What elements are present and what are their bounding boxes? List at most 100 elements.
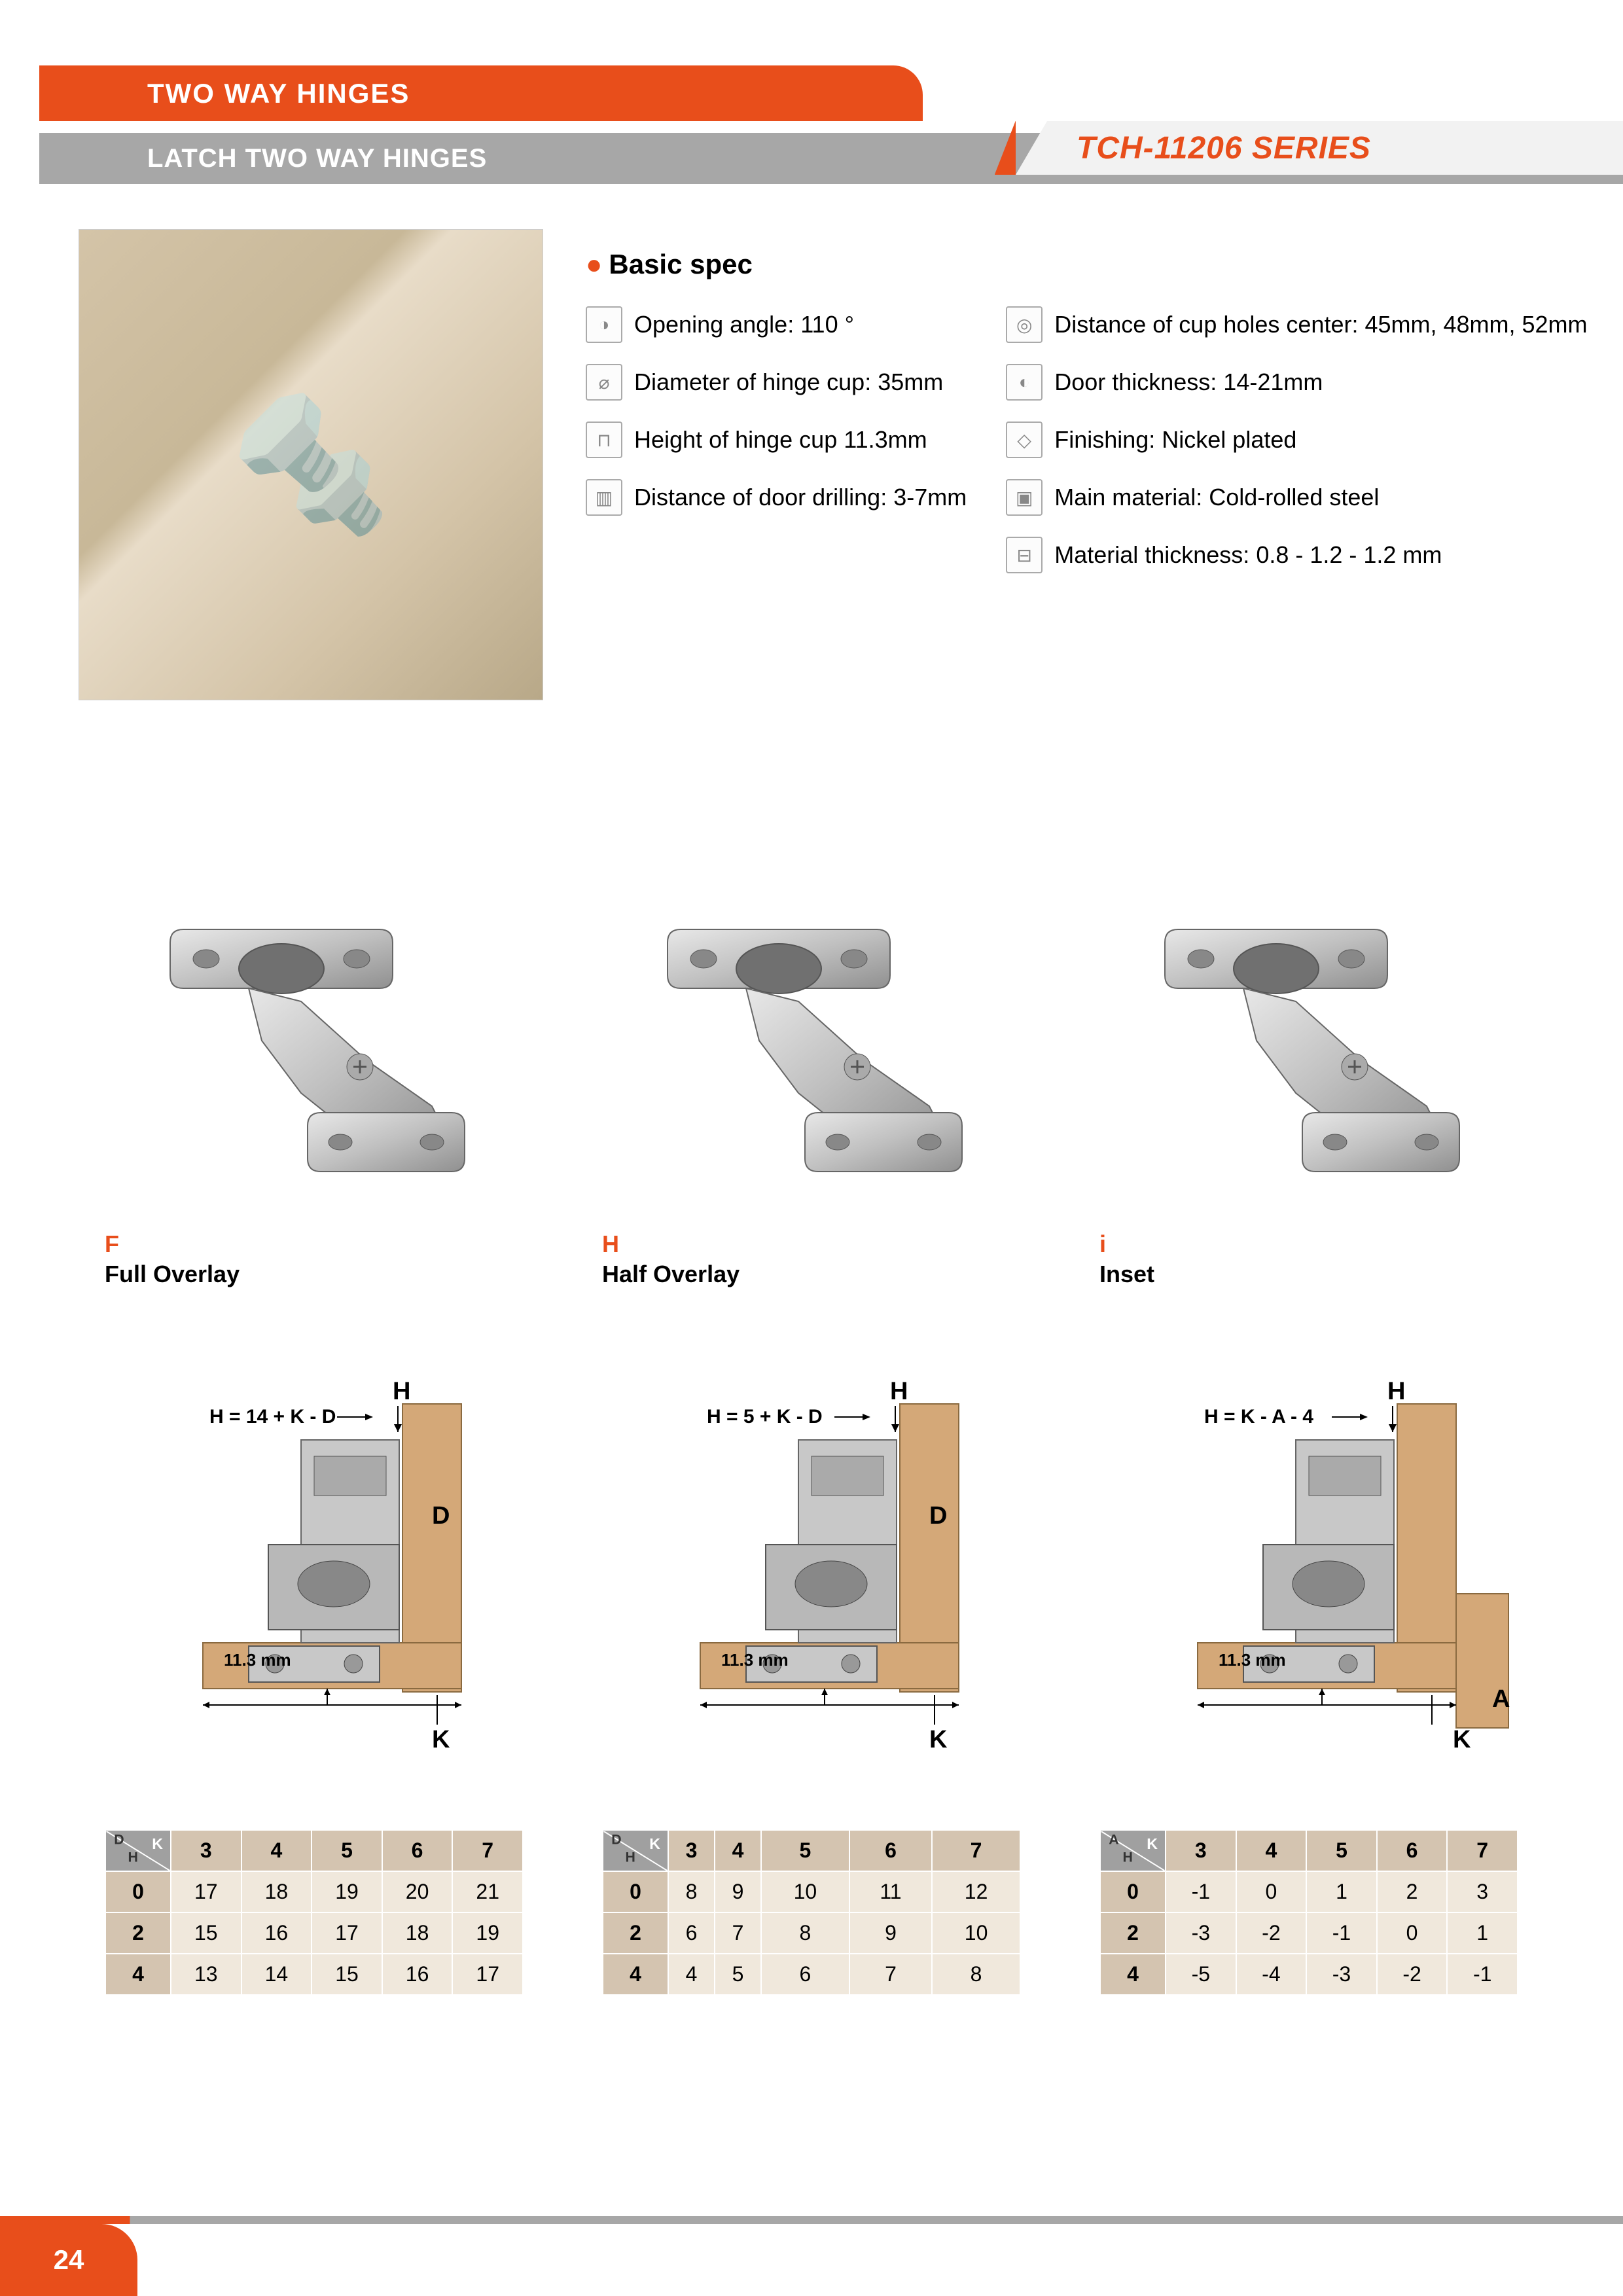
spec-right-column: ◎ Distance of cup holes center: 45mm, 48… [1006, 306, 1587, 573]
variants-row: F Full Overlay H Half Overlay i Inset [0, 851, 1623, 1288]
svg-text:H: H [626, 1849, 635, 1865]
col-header: 3 [171, 1830, 241, 1871]
spec-left-column: ◑ Opening angle: 110 ° ⌀ Diameter of hin… [586, 306, 967, 573]
col-header: 6 [849, 1830, 932, 1871]
diagrams-row: H = 14 + K - D 11.3 mm H D K H [0, 1361, 1623, 1767]
spec-text: Height of hinge cup 11.3mm [634, 426, 927, 454]
data-cell: 10 [932, 1912, 1020, 1954]
row-header: 0 [105, 1871, 171, 1912]
hinge-icon [628, 890, 995, 1178]
data-cell: 7 [849, 1954, 932, 1995]
spec-item: ◐ Door thickness: 14-21mm [1006, 364, 1587, 401]
data-cell: 2 [1377, 1871, 1448, 1912]
variant-image [1099, 851, 1518, 1217]
subcategory-text: LATCH TWO WAY HINGES [147, 144, 487, 173]
data-cell: -3 [1306, 1954, 1377, 1995]
category-header: TWO WAY HINGES [39, 65, 923, 121]
variant-f: F Full Overlay [105, 851, 524, 1288]
spec-item: ▣ Main material: Cold-rolled steel [1006, 479, 1587, 516]
svg-text:H: H [1123, 1849, 1133, 1865]
spec-item: ◎ Distance of cup holes center: 45mm, 48… [1006, 306, 1587, 343]
data-cell: 0 [1377, 1912, 1448, 1954]
hinge-icon [131, 890, 497, 1178]
spec-text: Diameter of hinge cup: 35mm [634, 368, 943, 396]
data-cell: 3 [1447, 1871, 1518, 1912]
col-header: 5 [1306, 1830, 1377, 1871]
variant-letter: H [602, 1230, 1021, 1258]
spec-icon: ▣ [1006, 479, 1043, 516]
formula-text: H = 5 + K - D [707, 1406, 823, 1428]
row-header: 0 [603, 1871, 668, 1912]
spec-item: ◇ Finishing: Nickel plated [1006, 422, 1587, 458]
data-cell: 21 [452, 1871, 523, 1912]
category-text: TWO WAY HINGES [147, 78, 410, 109]
variant-name: Full Overlay [105, 1261, 524, 1288]
data-cell: 6 [668, 1912, 715, 1954]
svg-text:D: D [432, 1502, 450, 1530]
data-cell: -2 [1377, 1954, 1448, 1995]
data-cell: -4 [1236, 1954, 1307, 1995]
data-cell: 10 [761, 1871, 849, 1912]
data-cell: 19 [312, 1871, 382, 1912]
spec-text: Door thickness: 14-21mm [1054, 368, 1323, 396]
spec-icon: ⊟ [1006, 537, 1043, 573]
diagram-h: H = 5 + K - D 11.3 mm H D K [602, 1361, 1021, 1767]
table-h: D H K 345670891011122678910445678 [602, 1829, 1021, 1996]
col-header: 4 [241, 1830, 312, 1871]
data-cell: -3 [1166, 1912, 1236, 1954]
footer-bar [0, 2216, 1623, 2224]
col-header: 5 [761, 1830, 849, 1871]
spec-icon: ⌀ [586, 364, 622, 401]
data-cell: -2 [1236, 1912, 1307, 1954]
data-cell: 16 [382, 1954, 453, 1995]
data-cell: -1 [1306, 1912, 1377, 1954]
data-cell: 11 [849, 1871, 932, 1912]
row-header: 0 [1100, 1871, 1166, 1912]
spec-icon: ◎ [1006, 306, 1043, 343]
spec-icon: ◇ [1006, 422, 1043, 458]
variant-h: H Half Overlay [602, 851, 1021, 1288]
data-cell: 15 [312, 1954, 382, 1995]
data-cell: 13 [171, 1954, 241, 1995]
data-cell: 8 [668, 1871, 715, 1912]
spec-section: ●Basic spec ◑ Opening angle: 110 ° ⌀ Dia… [586, 249, 1588, 573]
svg-text:A: A [1492, 1685, 1510, 1713]
cup-depth-text: 11.3 mm [1219, 1650, 1286, 1670]
data-cell: 12 [932, 1871, 1020, 1912]
spec-item: ◑ Opening angle: 110 ° [586, 306, 967, 343]
row-header: 2 [1100, 1912, 1166, 1954]
data-cell: 8 [932, 1954, 1020, 1995]
svg-text:A: A [1109, 1831, 1118, 1847]
page-number: 24 [0, 2224, 137, 2296]
corner-cell: D H K [105, 1830, 171, 1871]
diagram-i: H = K - A - 4 11.3 mm H A K [1099, 1361, 1518, 1767]
spec-text: Finishing: Nickel plated [1054, 426, 1296, 454]
formula-text: H = K - A - 4 [1204, 1406, 1313, 1428]
cup-depth-text: 11.3 mm [224, 1650, 291, 1670]
col-header: 7 [1447, 1830, 1518, 1871]
svg-text:K: K [649, 1835, 660, 1852]
data-cell: 17 [312, 1912, 382, 1954]
svg-text:H: H [890, 1378, 908, 1405]
spec-title: ●Basic spec [586, 249, 1588, 280]
col-header: 7 [932, 1830, 1020, 1871]
col-header: 6 [1377, 1830, 1448, 1871]
col-header: 6 [382, 1830, 453, 1871]
data-cell: 8 [761, 1912, 849, 1954]
diagram-f: H = 14 + K - D 11.3 mm H D K [105, 1361, 524, 1767]
spec-text: Opening angle: 110 ° [634, 311, 854, 338]
variant-letter: F [105, 1230, 524, 1258]
data-cell: 5 [715, 1954, 761, 1995]
svg-text:K: K [1453, 1726, 1471, 1753]
tables-row: D H K 3456701718192021215161718194131415… [0, 1829, 1623, 1996]
spec-icon: ◐ [1006, 364, 1043, 401]
row-header: 4 [603, 1954, 668, 1995]
data-cell: -1 [1447, 1954, 1518, 1995]
data-cell: 19 [452, 1912, 523, 1954]
variant-image [602, 851, 1021, 1217]
product-photo [79, 229, 543, 700]
col-header: 5 [312, 1830, 382, 1871]
row-header: 4 [105, 1954, 171, 1995]
row-header: 2 [603, 1912, 668, 1954]
svg-text:K: K [929, 1726, 948, 1753]
